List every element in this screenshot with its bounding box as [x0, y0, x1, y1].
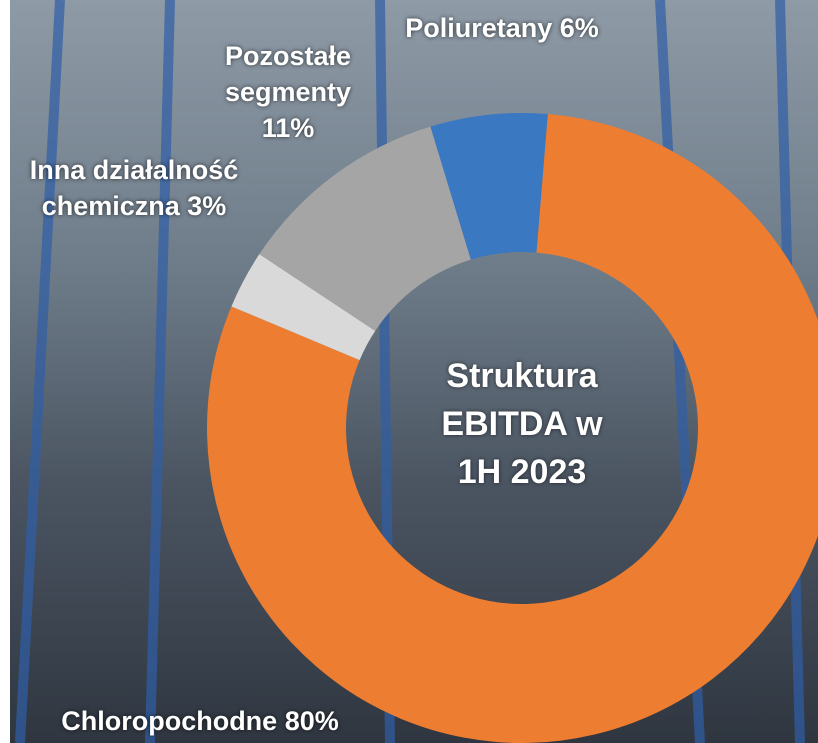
data-label: Inna działalność chemiczna 3% [20, 152, 248, 224]
left-margin [0, 0, 10, 743]
value-label: 3% [187, 191, 227, 221]
donut-segment [259, 126, 471, 331]
category-label: Chloropochodne [61, 706, 278, 736]
data-label: Poliuretany 6% [402, 10, 602, 46]
data-label: Chloropochodne 80% [10, 703, 390, 739]
category-label: Inna działalność chemiczna [29, 155, 239, 221]
center-title: Struktura EBITDA w 1H 2023 [441, 357, 603, 491]
value-label: 11% [261, 113, 315, 143]
value-label: 6% [559, 13, 599, 43]
value-label: 80% [284, 706, 339, 736]
data-label: Pozostałe segmenty 11% [208, 38, 368, 146]
donut-segment [207, 114, 818, 743]
donut-segment [231, 254, 376, 361]
donut-segment [430, 113, 548, 260]
category-label: Pozostałe segmenty [224, 41, 352, 107]
category-label: Poliuretany [405, 13, 553, 43]
